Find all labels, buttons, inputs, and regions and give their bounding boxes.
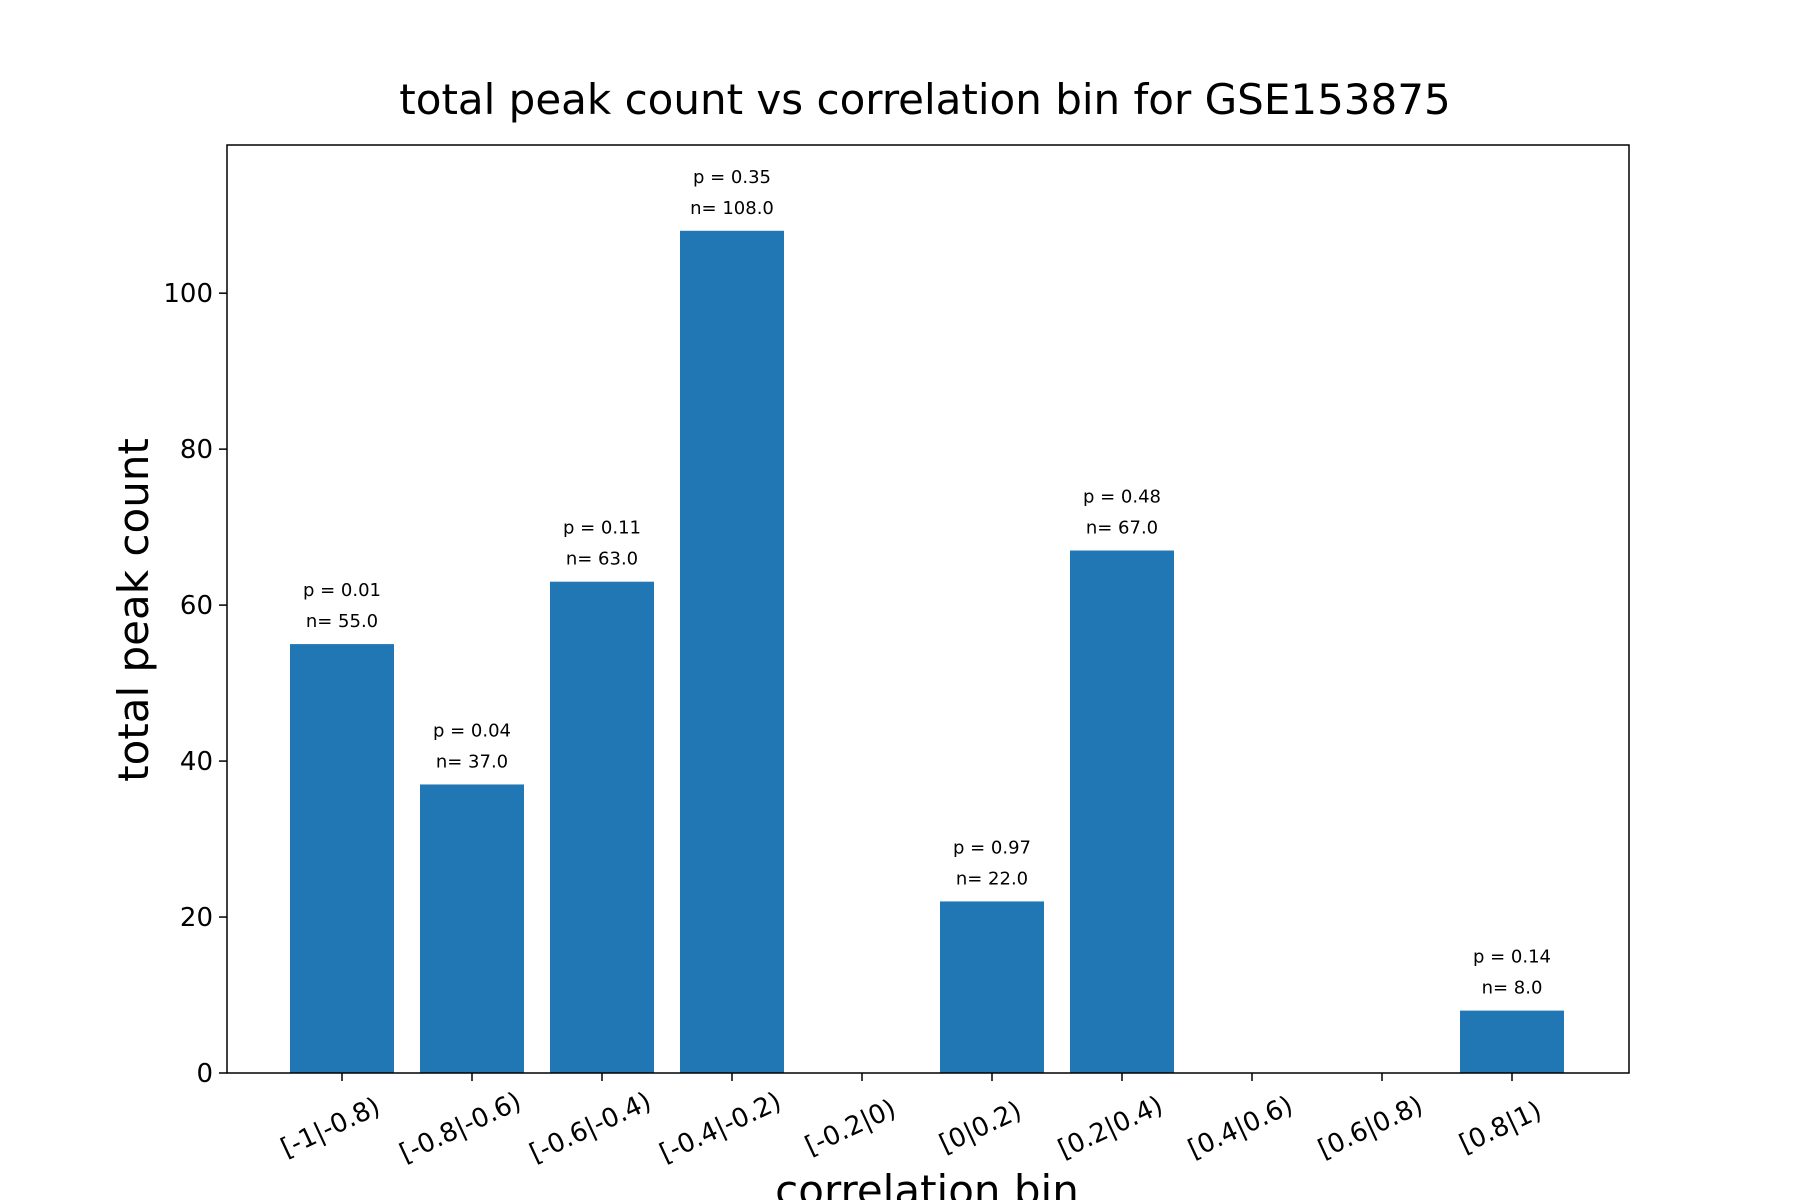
y-axis-label: total peak count (109, 438, 158, 782)
y-tick-label: 0 (196, 1059, 213, 1089)
bar (680, 230, 784, 1074)
x-tick-label: [-0.8|-0.6) (395, 1087, 526, 1169)
y-axis: 0 20 40 60 80 100 (163, 279, 227, 1089)
bar (420, 784, 524, 1073)
bar-p-value-label: p = 0.48 (1083, 487, 1161, 508)
bar (550, 581, 654, 1073)
x-tick-label: [0.8|1) (1455, 1096, 1546, 1160)
plot-frame (226, 144, 1630, 1074)
bar-p-value-label: p = 0.14 (1473, 947, 1551, 968)
x-axis: [-1|-0.8) [-0.8|-0.6) [-0.6|-0.4) [-0.4|-0.… (276, 1073, 1546, 1169)
y-tick-label: 40 (180, 747, 213, 777)
bar-n-label: n= 67.0 (1086, 518, 1158, 539)
bar-p-value-label: p = 0.11 (563, 518, 641, 539)
bars-layer (290, 230, 1564, 1074)
y-tick-label: 60 (180, 591, 213, 621)
y-tick-label: 20 (180, 903, 213, 933)
y-tick-label: 100 (163, 279, 213, 309)
x-tick-label: [0.6|0.8) (1314, 1091, 1428, 1165)
bar-n-label: n= 55.0 (306, 611, 378, 632)
y-tick-label: 80 (180, 435, 213, 465)
bar (290, 644, 394, 1073)
bar-n-label: n= 37.0 (436, 751, 508, 772)
bar-p-value-label: p = 0.04 (433, 720, 511, 741)
bar-annotations: p = 0.01 n= 55.0 p = 0.04 n= 37.0 p = 0.11 n=… (303, 167, 1551, 999)
x-axis-label: correlation bin (775, 1166, 1079, 1200)
bar-p-value-label: p = 0.97 (953, 837, 1031, 858)
chart-title: total peak count vs correlation bin for … (399, 75, 1450, 124)
bar (940, 901, 1044, 1073)
x-tick-label: [0|0.2) (935, 1096, 1026, 1160)
x-tick-label: [0.4|0.6) (1184, 1091, 1298, 1165)
x-tick-label: [0.2|0.4) (1054, 1091, 1168, 1165)
bar-p-value-label: p = 0.35 (693, 167, 771, 188)
x-tick-label: [-0.6|-0.4) (525, 1087, 656, 1169)
x-tick-label: [-1|-0.8) (276, 1092, 384, 1164)
bar-n-label: n= 63.0 (566, 549, 638, 570)
bar-n-label: n= 22.0 (956, 868, 1028, 889)
bar (1070, 550, 1174, 1073)
bar-p-value-label: p = 0.01 (303, 580, 381, 601)
x-tick-label: [-0.4|-0.2) (655, 1087, 786, 1169)
x-tick-label: [-0.2|0) (801, 1094, 901, 1162)
bar-n-label: n= 8.0 (1482, 978, 1543, 999)
bar-n-label: n= 108.0 (690, 198, 774, 219)
bar (1460, 1010, 1564, 1073)
